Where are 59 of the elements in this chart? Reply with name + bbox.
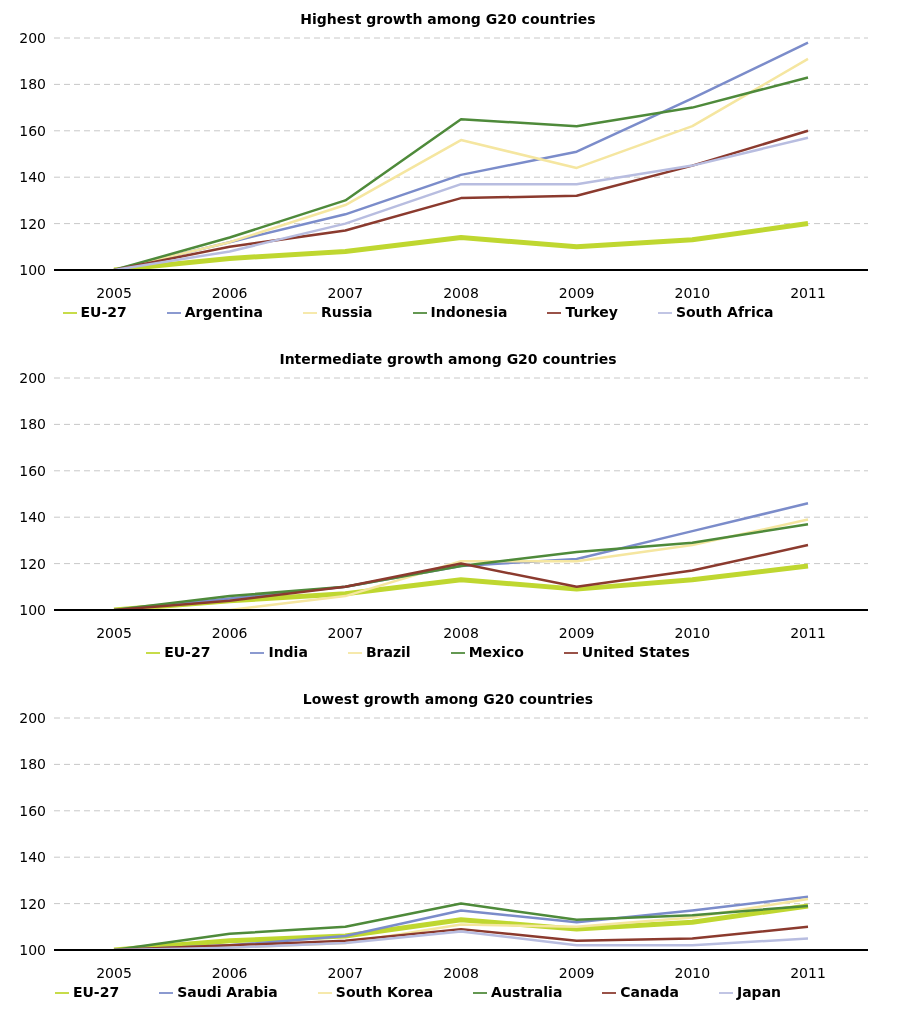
legend-label: South Korea <box>335 984 434 1000</box>
x-tick-label: 2007 <box>327 284 364 301</box>
y-tick-label: 160 <box>19 122 46 139</box>
x-tick-label: 2010 <box>674 964 711 981</box>
y-tick-label: 140 <box>19 849 46 866</box>
x-tick-label: 2008 <box>443 284 479 301</box>
x-tick-label: 2008 <box>443 964 479 981</box>
y-tick-label: 180 <box>19 416 46 433</box>
x-tick-label: 2011 <box>790 284 826 301</box>
y-tick-label: 140 <box>19 509 46 526</box>
x-tick-label: 2006 <box>211 624 248 641</box>
legend-label: EU-27 <box>72 984 120 1000</box>
legend-label: United States <box>581 644 690 660</box>
x-tick-label: 2011 <box>790 624 826 641</box>
legend-label: Argentina <box>184 304 263 320</box>
x-tick-label: 2010 <box>674 624 711 641</box>
legend-label: South Africa <box>675 304 774 320</box>
legend-label: Indonesia <box>430 304 508 320</box>
x-tick-label: 2007 <box>327 624 364 641</box>
x-tick-label: 2011 <box>790 964 826 981</box>
legend-label: EU-27 <box>164 644 211 660</box>
y-tick-label: 180 <box>19 76 46 93</box>
x-tick-label: 2007 <box>327 964 364 981</box>
y-tick-label: 180 <box>19 756 46 773</box>
x-tick-label: 2009 <box>558 624 595 641</box>
x-tick-label: 2009 <box>558 284 595 301</box>
y-tick-label: 120 <box>19 895 46 912</box>
y-tick-label: 160 <box>19 462 46 479</box>
x-tick-label: 2010 <box>674 284 711 301</box>
legend-label: Turkey <box>565 304 618 320</box>
x-tick-label: 2009 <box>558 964 595 981</box>
y-tick-label: 100 <box>19 601 46 618</box>
legend-label: Russia <box>320 304 373 320</box>
chart-title: Intermediate growth among G20 countries <box>278 350 618 369</box>
y-tick-label: 140 <box>19 169 46 186</box>
chart-title: Highest growth among G20 countries <box>299 10 597 29</box>
legend-label: Japan <box>736 984 782 1000</box>
y-tick-label: 200 <box>19 29 46 46</box>
legend-label: Brazil <box>365 644 411 660</box>
x-tick-label: 2005 <box>96 624 132 641</box>
x-tick-label: 2005 <box>96 284 132 301</box>
y-tick-label: 120 <box>19 555 46 572</box>
x-tick-label: 2006 <box>211 964 248 981</box>
y-tick-label: 160 <box>19 802 46 819</box>
legend-label: Canada <box>620 984 679 1000</box>
y-tick-label: 100 <box>19 261 46 278</box>
x-tick-label: 2006 <box>211 284 248 301</box>
y-tick-label: 200 <box>19 369 46 386</box>
legend-label: Australia <box>491 984 563 1000</box>
y-tick-label: 120 <box>19 215 46 232</box>
x-tick-label: 2008 <box>443 624 479 641</box>
y-tick-label: 200 <box>19 709 46 726</box>
x-tick-label: 2005 <box>96 964 132 981</box>
chart-title: Lowest growth among G20 countries <box>301 690 595 709</box>
legend-label: EU-27 <box>80 304 127 320</box>
legend-label: India <box>268 644 308 660</box>
y-tick-label: 100 <box>19 941 46 958</box>
legend-label: Saudi Arabia <box>177 984 278 1000</box>
legend-label: Mexico <box>468 644 524 660</box>
